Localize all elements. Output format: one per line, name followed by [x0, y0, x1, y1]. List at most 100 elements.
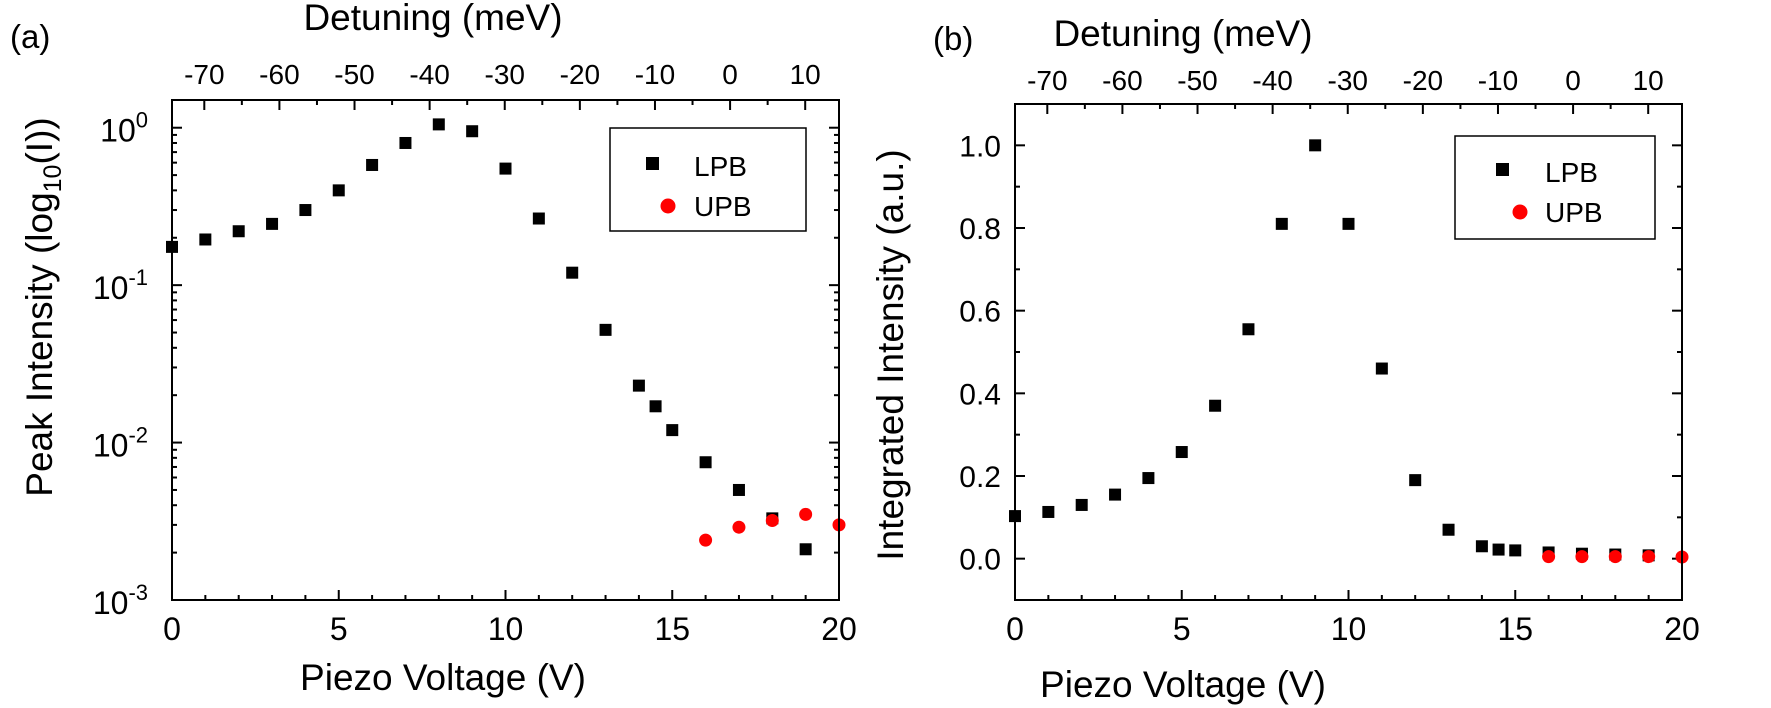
panel-a-top-xlabel: Detuning (meV)	[303, 0, 562, 38]
panel-a-top-tick-label: 10	[790, 59, 821, 90]
panel-b-top-tick-label: -60	[1102, 65, 1142, 96]
panel-b-lpb-point	[1509, 544, 1522, 557]
panel-b-upb-point	[1642, 550, 1656, 564]
panel-b-lpb-point	[1142, 472, 1155, 485]
panel-a-x-tick-label: 10	[488, 611, 524, 647]
panel-a-lpb-point	[366, 158, 379, 171]
panel-b-xlabel: Piezo Voltage (V)	[1040, 664, 1326, 705]
panel-a-x-tick-label: 15	[654, 611, 690, 647]
panel-b-top-tick-label: 10	[1633, 65, 1664, 96]
panel-b-lpb-point	[1109, 488, 1122, 501]
panel-a-top-tick-label: -50	[334, 59, 374, 90]
panel-a-y-tick-label: 10-1	[93, 265, 148, 306]
panel-b-top-xlabel: Detuning (meV)	[1053, 13, 1312, 54]
panel-a-lpb-point	[466, 125, 479, 138]
panel-a-lpb-point	[399, 136, 412, 149]
panel-a-ylabel-part1: Peak Intensity (log	[19, 192, 60, 496]
panel-a-legend: LPB UPB	[609, 127, 807, 232]
panel-b-lpb-point	[1375, 362, 1388, 375]
panel-a-lpb-point	[532, 212, 545, 225]
panel-a-lpb-point	[732, 483, 745, 496]
panel-a-legend-upb-marker	[660, 198, 676, 214]
panel-a-x-tick-label: 20	[821, 611, 857, 647]
panel-a-upb-point	[799, 507, 813, 521]
panel-a-lpb-point	[299, 204, 312, 217]
panel-a-top-tick-label: -30	[485, 59, 525, 90]
panel-a-xlabel: Piezo Voltage (V)	[300, 657, 586, 698]
panel-a-x-tick-label: 5	[330, 611, 348, 647]
panel-b-upb-point	[1542, 550, 1556, 564]
panel-a-y-tick-label: 100	[100, 108, 148, 149]
panel-a-top-tick-label: -40	[409, 59, 449, 90]
panel-b-upb-point	[1608, 550, 1622, 564]
panel-a-ylabel-part2: (I))	[19, 117, 60, 164]
panel-b-x-tick-label: 5	[1173, 611, 1191, 647]
panel-a-top-tick-label: 0	[722, 59, 738, 90]
panel-b-top-tick-label: -50	[1177, 65, 1217, 96]
panel-a-top-tick-label: -10	[635, 59, 675, 90]
panel-b-legend: LPB UPB	[1454, 135, 1656, 240]
panel-a-lpb-point	[699, 456, 712, 469]
panel-b-label: (b)	[933, 20, 973, 57]
panel-a-lpb-point	[632, 379, 645, 392]
panel-a-lpb-point	[499, 162, 512, 175]
panel-b-plot-frame	[1014, 103, 1683, 601]
panel-b-legend-box	[1454, 135, 1656, 240]
panel-a-top-tick-label: -20	[560, 59, 600, 90]
panel-b-y-tick-label: 0.8	[959, 213, 1001, 246]
panel-b-ylabel: Integrated Intensity (a.u.)	[870, 149, 911, 560]
panel-b-legend-upb-marker	[1512, 204, 1528, 220]
panel-b-lpb-point	[1475, 540, 1488, 553]
panel-b-top-tick-label: -40	[1252, 65, 1292, 96]
panel-a-legend-lpb-label: LPB	[694, 151, 747, 182]
panel-a: (a) Detuning (meV) Piezo Voltage (V) Pea…	[10, 0, 857, 698]
panel-a-x-tick-label: 0	[163, 611, 181, 647]
panel-a-label: (a)	[10, 18, 50, 55]
panel-a-top-tick-label: -60	[259, 59, 299, 90]
panel-b-top-tick-label: -70	[1027, 65, 1067, 96]
panel-b-x-tick-label: 15	[1497, 611, 1533, 647]
panel-a-lpb-point	[266, 217, 279, 230]
panel-b-top-tick-label: -30	[1328, 65, 1368, 96]
panel-a-ylabel-subscript: 10	[39, 165, 67, 193]
panel-a-y-tick-label: 10-2	[93, 423, 148, 464]
panel-b-y-tick-label: 0.2	[959, 461, 1001, 494]
panel-b-lpb-point	[1042, 505, 1055, 518]
panel-a-legend-box	[609, 127, 807, 232]
panel-b-top-tick-label: 0	[1565, 65, 1581, 96]
panel-a-lpb-point	[799, 543, 812, 556]
panel-b-lpb-point	[1242, 323, 1255, 336]
panel-b-x-tick-label: 0	[1006, 611, 1024, 647]
panel-b-top-tick-label: -10	[1478, 65, 1518, 96]
panel-b-legend-upb-label: UPB	[1545, 197, 1603, 228]
panel-b-lpb-point	[1342, 217, 1355, 230]
panel-b-upb-point	[1575, 550, 1589, 564]
panel-a-top-tick-label: -70	[184, 59, 224, 90]
panel-a-upb-point	[732, 520, 746, 534]
panel-b-legend-lpb-marker	[1496, 163, 1509, 176]
panel-b-y-tick-label: 0.0	[959, 544, 1001, 577]
panel-b-lpb-point	[1275, 217, 1288, 230]
panel-a-upb-point	[699, 533, 713, 547]
panel-b: (b) Detuning (meV) Piezo Voltage (V) Int…	[870, 13, 1700, 705]
panel-a-lpb-point	[666, 424, 679, 437]
panel-b-y-tick-label: 0.6	[959, 296, 1001, 329]
panel-b-lpb-point	[1442, 523, 1455, 536]
panel-b-lpb-point	[1492, 543, 1505, 556]
panel-a-lpb-point	[232, 225, 245, 238]
panel-a-legend-upb-label: UPB	[694, 191, 752, 222]
panel-b-lpb-point	[1075, 498, 1088, 511]
panel-a-upb-point	[765, 513, 779, 527]
panel-b-lpb-point	[1409, 474, 1422, 487]
panel-a-y-tick-label: 10-3	[93, 580, 148, 621]
panel-b-lpb-point	[1209, 399, 1222, 412]
panel-b-lpb-point	[1309, 139, 1322, 152]
panel-b-y-tick-label: 0.4	[959, 378, 1001, 411]
panel-a-lpb-point	[566, 266, 579, 279]
panel-a-ylabel: Peak Intensity (log10(I))	[19, 117, 67, 496]
panel-a-legend-lpb-marker	[646, 157, 659, 170]
panel-b-top-tick-label: -20	[1403, 65, 1443, 96]
panel-a-lpb-point	[332, 184, 345, 197]
panel-b-x-tick-label: 10	[1331, 611, 1367, 647]
